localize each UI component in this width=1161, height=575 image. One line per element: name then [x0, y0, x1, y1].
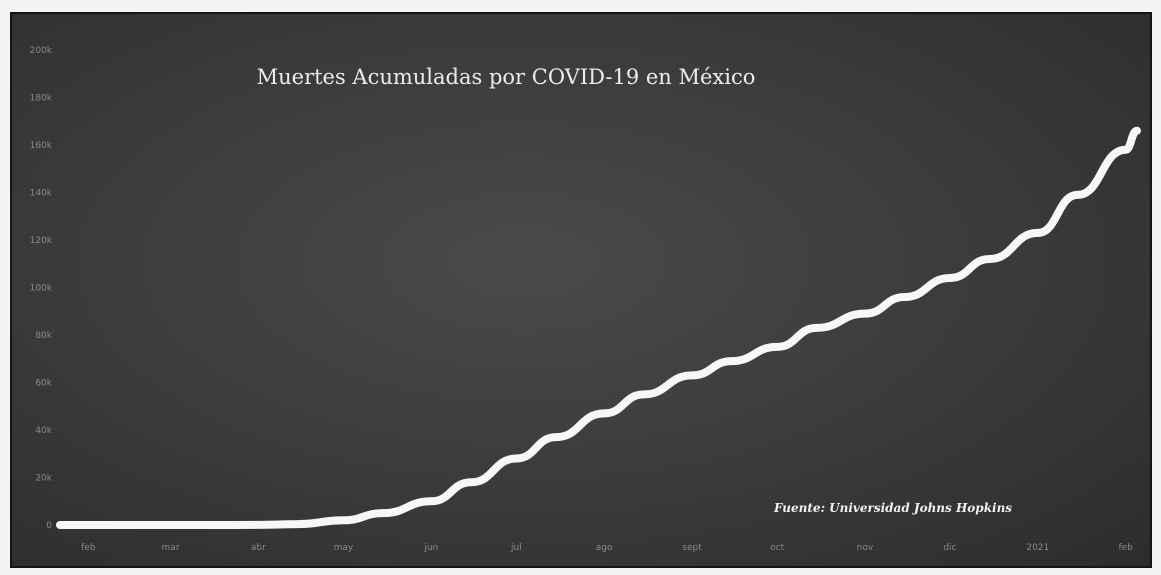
y-tick-label: 180k: [30, 94, 53, 104]
x-tick-label: feb: [81, 543, 96, 553]
y-tick-label: 160k: [30, 141, 53, 151]
source-annotation: Fuente: Universidad Johns Hopkins: [773, 501, 1012, 515]
y-tick-label: 40k: [35, 426, 52, 436]
x-tick-label: dic: [943, 543, 956, 553]
y-tick-label: 140k: [30, 189, 53, 199]
y-tick-label: 20k: [35, 474, 52, 484]
y-tick-label: 60k: [35, 379, 52, 389]
x-tick-label: jul: [510, 543, 522, 553]
x-tick-label: may: [334, 543, 354, 553]
x-axis-ticks: feb mar abr may jun jul ago sept oct nov dic 2021 fe…: [81, 543, 1133, 553]
x-tick-label: 2021: [1026, 543, 1049, 553]
x-tick-label: mar: [162, 543, 180, 553]
chart-title: Muertes Acumuladas por COVID-19 en Méxic…: [257, 65, 756, 89]
series-line: [56, 126, 1141, 530]
y-tick-label: 100k: [30, 284, 53, 294]
x-tick-label: sept: [682, 543, 702, 553]
y-tick-label: 0: [46, 521, 52, 531]
y-tick-label: 120k: [30, 236, 53, 246]
x-tick-label: nov: [857, 543, 874, 553]
x-tick-label: ago: [596, 543, 613, 553]
y-tick-label: 80k: [35, 331, 52, 341]
y-axis-ticks: 0 20k 40k 60k 80k 100k 120k 140k 160k 180k 200k: [30, 46, 53, 531]
x-tick-label: feb: [1118, 543, 1133, 553]
x-tick-label: abr: [251, 543, 266, 553]
x-tick-label: jun: [423, 543, 438, 553]
x-tick-label: oct: [770, 543, 784, 553]
chart-panel: 0 20k 40k 60k 80k 100k 120k 140k 160k 180k 200k fe…: [10, 12, 1152, 568]
deaths-line-chart: 0 20k 40k 60k 80k 100k 120k 140k 160k 180k 200k fe…: [30, 46, 1141, 553]
y-tick-label: 200k: [30, 46, 53, 56]
